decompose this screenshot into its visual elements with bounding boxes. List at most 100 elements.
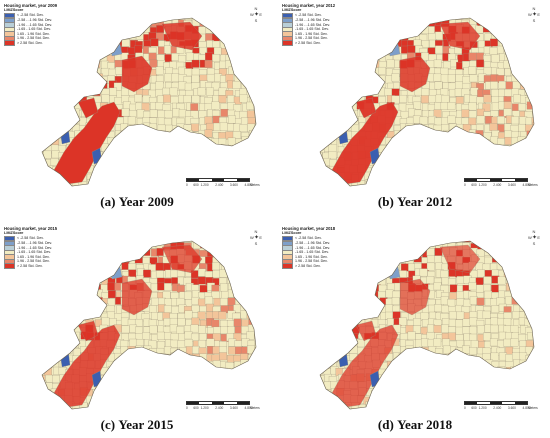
tract bbox=[531, 117, 534, 126]
tract bbox=[108, 402, 117, 409]
tract bbox=[254, 347, 256, 356]
tract bbox=[385, 41, 393, 49]
tract bbox=[177, 164, 185, 173]
tract bbox=[198, 375, 207, 384]
tract bbox=[42, 361, 45, 370]
tract bbox=[152, 187, 160, 192]
compass-rose-icon: ✦ bbox=[532, 235, 538, 241]
tract bbox=[464, 150, 473, 159]
scale-tick-label: 4.800 bbox=[244, 182, 253, 187]
tract bbox=[242, 292, 250, 300]
legend-field: LMiZScore bbox=[4, 231, 24, 236]
compass-e-label: E bbox=[537, 12, 540, 17]
tract bbox=[330, 117, 339, 125]
tract bbox=[248, 81, 256, 90]
tract bbox=[399, 94, 408, 103]
tract bbox=[449, 159, 458, 167]
legend-swatch bbox=[4, 263, 15, 269]
tract bbox=[240, 73, 249, 82]
tract bbox=[463, 366, 472, 375]
tract bbox=[365, 33, 374, 42]
tract bbox=[219, 256, 228, 265]
compass-w-label: W bbox=[528, 235, 532, 240]
tract bbox=[320, 312, 323, 321]
tract bbox=[517, 158, 526, 167]
tract bbox=[207, 410, 215, 415]
tract bbox=[456, 373, 465, 382]
north-arrow: N W ✦ E S bbox=[250, 229, 262, 246]
tract bbox=[78, 290, 87, 298]
tract bbox=[99, 80, 108, 89]
tract bbox=[433, 338, 442, 347]
tract bbox=[74, 290, 83, 299]
tract bbox=[107, 282, 116, 291]
tract bbox=[191, 74, 200, 83]
tract bbox=[400, 159, 409, 167]
tract bbox=[352, 241, 361, 249]
tract bbox=[234, 144, 243, 153]
tract bbox=[477, 241, 485, 242]
tract bbox=[320, 158, 324, 167]
tract bbox=[511, 54, 520, 63]
tract bbox=[518, 41, 527, 49]
tract bbox=[320, 303, 323, 312]
tract bbox=[94, 408, 103, 409]
tract bbox=[65, 310, 74, 319]
tract bbox=[67, 110, 76, 119]
tract bbox=[370, 241, 379, 244]
tract bbox=[336, 75, 344, 83]
tract bbox=[412, 173, 421, 182]
tract bbox=[442, 187, 450, 192]
tract bbox=[505, 187, 513, 192]
tract bbox=[240, 20, 249, 29]
tract bbox=[42, 394, 48, 403]
hotspot-northeast bbox=[161, 21, 203, 51]
tract bbox=[497, 241, 506, 249]
tract bbox=[176, 326, 185, 335]
tract bbox=[511, 145, 520, 154]
tract bbox=[45, 311, 53, 320]
tract bbox=[192, 366, 201, 375]
tract bbox=[449, 311, 457, 320]
tract bbox=[449, 284, 458, 293]
tract bbox=[199, 46, 207, 55]
tract bbox=[226, 159, 235, 167]
tract bbox=[51, 326, 60, 335]
tract bbox=[358, 299, 367, 307]
tract bbox=[525, 282, 534, 291]
tract bbox=[176, 241, 185, 243]
tract bbox=[482, 144, 491, 153]
tract bbox=[232, 381, 241, 389]
tract bbox=[158, 130, 167, 139]
tract bbox=[379, 263, 388, 272]
tract bbox=[490, 26, 499, 34]
tract bbox=[219, 352, 227, 361]
tract bbox=[505, 411, 513, 415]
tract bbox=[71, 298, 80, 307]
tract bbox=[358, 19, 367, 28]
choropleth-map bbox=[41, 17, 257, 193]
tract bbox=[206, 19, 215, 28]
tract bbox=[322, 187, 330, 192]
tract bbox=[184, 165, 193, 174]
tract bbox=[65, 102, 74, 110]
tract bbox=[434, 255, 442, 264]
tract bbox=[469, 388, 478, 397]
tract bbox=[365, 54, 374, 62]
hotspot-northeast bbox=[439, 244, 481, 274]
tract bbox=[336, 346, 345, 355]
tract bbox=[177, 189, 185, 193]
tract bbox=[246, 144, 255, 153]
tract bbox=[377, 75, 386, 84]
tract bbox=[504, 150, 513, 159]
tract bbox=[506, 367, 514, 375]
tract bbox=[197, 362, 206, 370]
tract bbox=[448, 132, 457, 140]
tract bbox=[470, 383, 479, 392]
tract bbox=[108, 68, 117, 77]
tract bbox=[462, 345, 470, 354]
tract bbox=[320, 131, 323, 140]
tract bbox=[149, 179, 158, 186]
tract bbox=[151, 297, 159, 306]
tract bbox=[433, 282, 442, 291]
